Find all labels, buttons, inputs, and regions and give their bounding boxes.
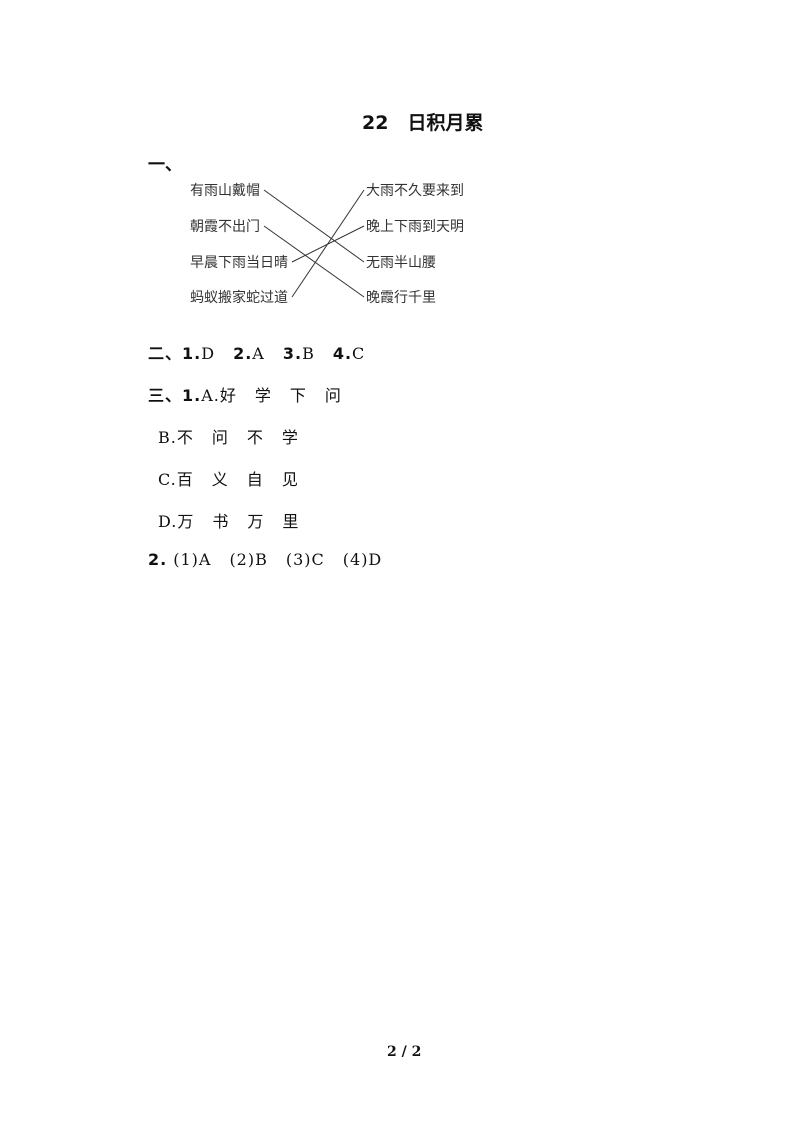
answer-value: (4)D [342,550,383,569]
section3-q1-row-a: 三、1.A.好学下问 [148,382,342,406]
section3-q2: 2. (1)A (2)B (3)C (4)D [148,550,382,569]
question-number: 4. [332,344,353,363]
answer-char: 不 [176,428,194,447]
option-letter: A. [201,386,220,405]
match-right-item: 无雨半山腰 [366,255,436,271]
section3-q1-row-b: B.不问不学 [158,424,299,448]
section3-q1-row-c: C.百义自见 [158,466,299,490]
option-letter: B. [158,428,177,447]
answer-char: 万 [177,512,195,531]
match-right-item: 晚霞行千里 [366,290,436,306]
match-line [291,189,365,298]
answer-char: 里 [282,512,300,531]
answer-char: 义 [211,470,229,489]
answer-char: 万 [247,512,265,531]
answer-char: 好 [219,386,237,405]
q1-number: 1. [182,386,202,405]
answer-value: C [352,344,366,363]
page-number: 2 / 2 [387,1044,422,1060]
q2-number: 2. [148,550,168,569]
answer-value: (3)C [285,550,325,569]
answer-value: B [302,344,315,363]
matching-lines [263,189,365,298]
answer-value: D [201,344,216,363]
answer-value: (2)B [229,550,268,569]
section2-label: 二、 [148,344,183,363]
answer-char: 书 [212,512,230,531]
answer-value: (1)A [173,550,212,569]
match-left-item: 有雨山戴帽 [190,183,260,199]
match-left-item: 朝霞不出门 [190,219,260,235]
match-line [263,189,365,263]
section3-label: 三、 [148,386,183,405]
answer-char: 问 [211,428,229,447]
section2-answers: 二、1.D 2.A 3.B 4.C [148,340,365,364]
match-left-item: 蚂蚁搬家蛇过道 [190,290,288,306]
answer-char: 问 [324,386,342,405]
answer-value: A [252,344,265,363]
answer-char: 下 [289,386,307,405]
question-number: 2. [233,344,253,363]
option-letter: C. [158,470,177,489]
match-right-item: 大雨不久要来到 [366,183,464,199]
answer-char: 见 [281,470,299,489]
section1-label: 一、 [148,155,182,175]
answer-char: 不 [246,428,264,447]
answer-char: 百 [176,470,194,489]
page-title: 22 日积月累 [362,112,484,134]
answer-char: 自 [246,470,264,489]
answer-char: 学 [281,428,299,447]
question-number: 1. [182,344,202,363]
match-right-item: 晚上下雨到天明 [366,219,464,235]
match-line [263,225,365,298]
section3-q1-row-d: D.万书万里 [158,508,299,532]
answer-char: 学 [254,386,272,405]
match-left-item: 早晨下雨当日晴 [190,255,288,271]
question-number: 3. [282,344,303,363]
option-letter: D. [158,512,178,531]
